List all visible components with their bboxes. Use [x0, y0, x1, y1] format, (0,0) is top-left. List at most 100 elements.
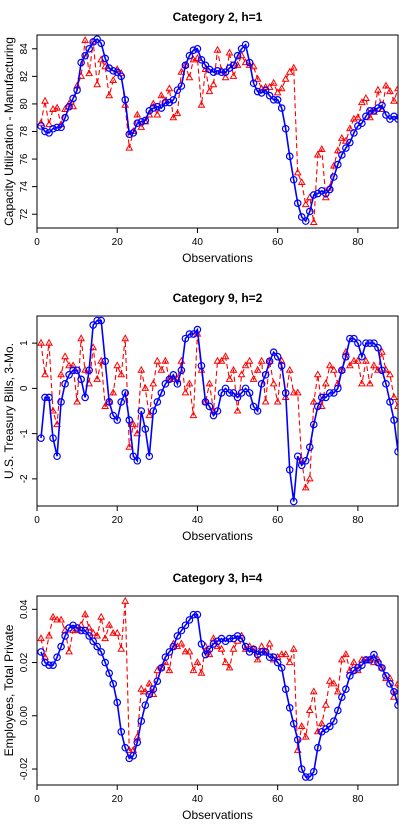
- data-point-circle: [93, 316, 101, 325]
- y-tick-label: 80: [19, 98, 30, 110]
- data-point-triangle: [297, 178, 306, 185]
- x-tick-label: 80: [352, 237, 364, 248]
- data-point-triangle: [53, 420, 61, 428]
- chart-capacity-utilization: Category 2, h=1 0 20 40 60 80 72 74 76 78 80 82 84 Ob…: [2, 10, 399, 262]
- x-tick-label: 60: [272, 515, 284, 526]
- data-point-circle: [65, 102, 73, 111]
- data-point-triangle: [65, 647, 73, 655]
- y-axis-label: Employees, Total Private: [2, 624, 16, 756]
- data-point-triangle: [394, 84, 398, 92]
- data-point-circle: [233, 393, 242, 402]
- data-point-circle: [305, 443, 314, 451]
- data-point-triangle: [229, 365, 238, 373]
- data-point-circle: [197, 56, 206, 64]
- data-point-circle: [141, 116, 150, 125]
- data-point-circle: [342, 144, 350, 152]
- data-point-circle: [165, 375, 174, 384]
- data-point-triangle: [362, 93, 370, 101]
- data-point-circle: [374, 658, 382, 667]
- data-point-triangle: [333, 146, 342, 154]
- data-point-circle: [137, 118, 146, 126]
- data-point-triangle: [93, 631, 102, 639]
- data-point-circle: [197, 640, 206, 648]
- data-point-triangle: [309, 218, 318, 225]
- x-tick-label: 60: [272, 237, 284, 248]
- data-point-circle: [153, 677, 162, 685]
- data-point-circle: [317, 393, 326, 402]
- data-point-triangle: [233, 60, 242, 68]
- data-point-circle: [249, 79, 258, 88]
- series-forecast: [37, 329, 398, 491]
- data-point-circle: [382, 672, 390, 680]
- data-point-circle: [133, 119, 142, 128]
- data-point-circle: [81, 393, 89, 402]
- data-point-triangle: [105, 91, 114, 99]
- data-point-circle: [273, 352, 282, 361]
- data-point-circle: [161, 98, 170, 107]
- data-point-circle: [181, 61, 190, 70]
- data-point-triangle: [49, 612, 57, 620]
- data-point-circle: [113, 698, 122, 707]
- data-point-triangle: [313, 150, 322, 158]
- chart-title: Category 2, h=1: [173, 10, 263, 24]
- data-point-circle: [45, 393, 53, 402]
- data-point-circle: [61, 113, 69, 122]
- data-point-circle: [338, 693, 346, 701]
- data-point-triangle: [61, 352, 69, 360]
- data-point-circle: [265, 653, 274, 662]
- data-point-triangle: [173, 109, 182, 117]
- x-tick-label: 20: [112, 794, 124, 805]
- data-point-circle: [189, 330, 198, 338]
- data-point-circle: [121, 95, 130, 104]
- series-line: [40, 40, 398, 223]
- data-point-circle: [297, 765, 306, 773]
- data-point-triangle: [370, 361, 378, 369]
- data-point-triangle: [197, 100, 206, 108]
- data-point-circle: [301, 217, 310, 225]
- data-point-triangle: [362, 356, 370, 364]
- data-point-circle: [213, 407, 222, 415]
- data-point-circle: [213, 67, 222, 75]
- data-point-circle: [201, 650, 210, 659]
- data-point-triangle: [345, 124, 354, 132]
- data-point-triangle: [269, 78, 278, 86]
- chart-title: Category 9, h=2: [173, 291, 263, 305]
- data-point-triangle: [37, 338, 45, 346]
- data-point-triangle: [53, 615, 61, 623]
- plot-frame: [36, 315, 399, 507]
- data-point-triangle: [73, 397, 82, 405]
- data-point-circle: [309, 767, 318, 776]
- data-point-circle: [334, 384, 342, 393]
- data-point-triangle: [205, 87, 214, 95]
- x-axis-label: Observations: [182, 251, 253, 262]
- data-point-triangle: [309, 687, 318, 695]
- data-point-triangle: [301, 732, 310, 740]
- data-point-circle: [157, 389, 166, 397]
- data-point-circle: [109, 411, 118, 420]
- data-point-circle: [366, 339, 374, 347]
- data-point-circle: [153, 102, 162, 111]
- data-point-triangle: [197, 668, 206, 676]
- data-point-triangle: [133, 110, 142, 118]
- data-point-circle: [209, 411, 218, 420]
- chart-title: Category 3, h=4: [173, 571, 263, 585]
- data-point-circle: [330, 717, 338, 725]
- data-point-circle: [382, 111, 390, 119]
- data-point-circle: [346, 138, 354, 147]
- data-point-circle: [157, 104, 166, 112]
- data-point-circle: [61, 380, 69, 388]
- data-point-circle: [169, 642, 178, 651]
- data-point-circle: [205, 645, 214, 654]
- data-point-triangle: [325, 361, 334, 369]
- data-point-triangle: [45, 631, 53, 639]
- x-tick-label: 20: [112, 515, 124, 526]
- data-point-circle: [57, 123, 65, 132]
- data-point-circle: [205, 402, 214, 411]
- data-point-triangle: [386, 87, 394, 95]
- data-point-triangle: [345, 361, 354, 369]
- data-point-circle: [366, 656, 374, 664]
- data-point-circle: [141, 425, 150, 433]
- data-point-circle: [374, 343, 382, 352]
- data-point-circle: [41, 393, 49, 402]
